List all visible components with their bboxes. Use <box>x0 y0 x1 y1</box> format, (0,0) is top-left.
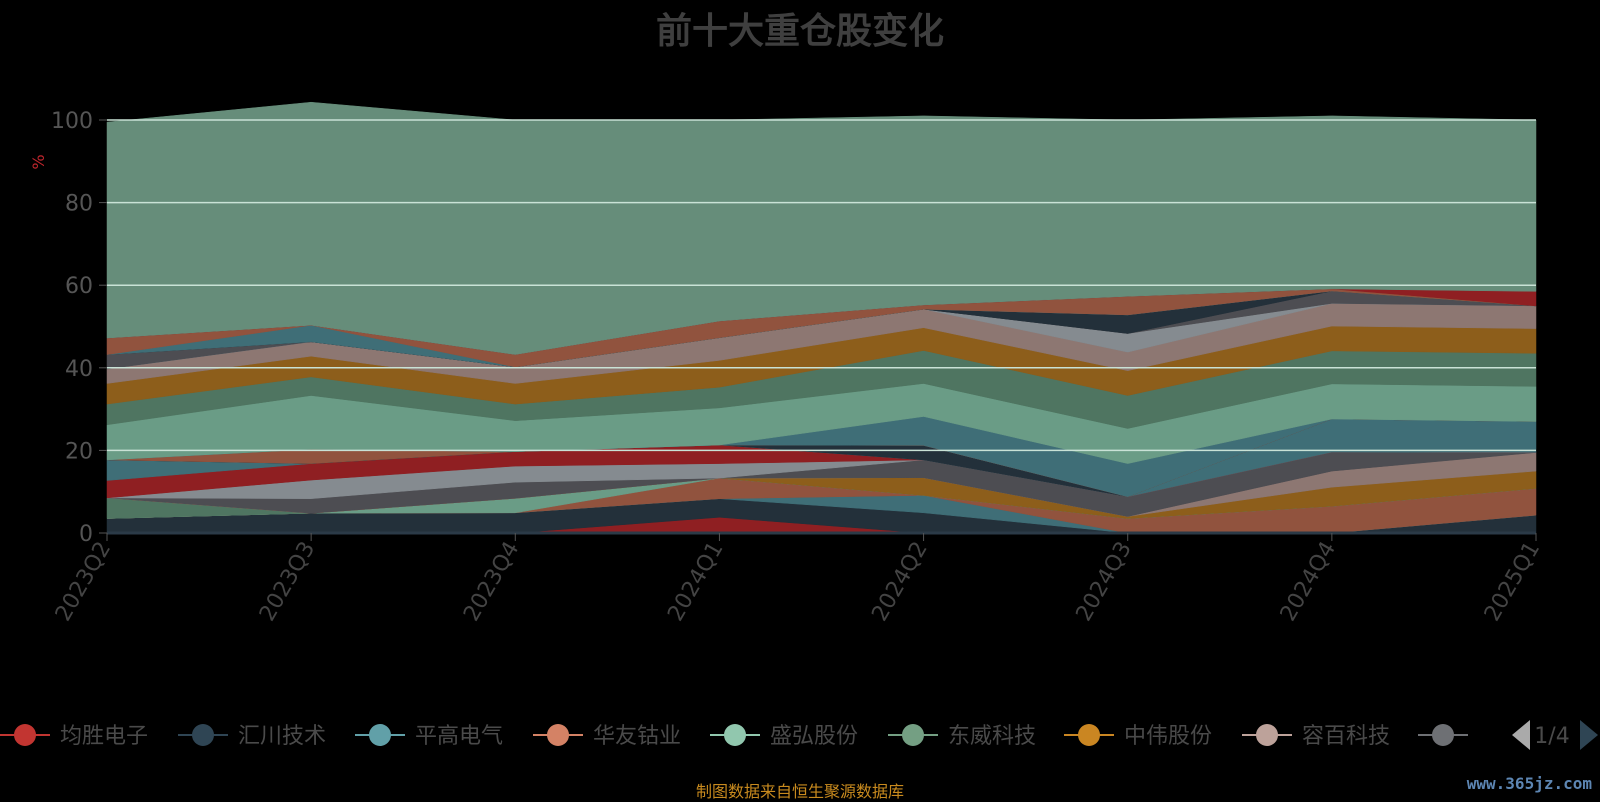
legend-label: 华友钴业 <box>593 724 681 749</box>
legend-item[interactable]: 汇川技术 <box>178 724 326 749</box>
legend-item[interactable]: 中伟股份 <box>1064 724 1212 749</box>
legend-label: 容百科技 <box>1302 724 1390 749</box>
legend-item[interactable]: 华友钴业 <box>533 724 681 749</box>
chart-title: 前十大重仓股变化 <box>655 11 944 52</box>
legend-label: 东威科技 <box>948 724 1036 749</box>
legend-item[interactable]: 盛弘股份 <box>710 724 858 749</box>
x-tick-label: 2024Q4 <box>1276 538 1341 626</box>
y-tick-label: 60 <box>65 274 93 299</box>
y-tick-label: 80 <box>65 192 93 217</box>
x-tick-label: 2023Q2 <box>51 538 116 626</box>
legend-marker <box>14 724 36 746</box>
legend-label: 盛弘股份 <box>770 724 858 749</box>
legend-item[interactable]: 东威科技 <box>888 724 1036 749</box>
x-tick-label: 2025Q1 <box>1480 538 1545 626</box>
x-tick-label: 2024Q1 <box>663 538 728 626</box>
y-tick-label: 20 <box>65 439 93 464</box>
legend-item[interactable] <box>1418 724 1468 746</box>
x-tick-label: 2024Q2 <box>867 538 932 626</box>
legend-label: 中伟股份 <box>1124 724 1212 749</box>
x-tick-label: 2023Q4 <box>459 538 524 626</box>
y-tick-label: 100 <box>51 109 93 134</box>
area-series-group <box>106 101 1537 534</box>
y-tick-label: 40 <box>65 357 93 382</box>
watermark: www.365jz.com <box>1466 774 1592 793</box>
legend-page-indicator: 1/4 <box>1534 724 1569 749</box>
legend-prev-page-icon[interactable] <box>1512 720 1530 750</box>
y-axis-label: % <box>29 154 48 169</box>
legend-marker <box>1256 724 1278 746</box>
legend-marker <box>192 724 214 746</box>
legend-item[interactable]: 均胜电子 <box>0 724 148 749</box>
data-source-note: 制图数据来自恒生聚源数据库 <box>695 782 904 801</box>
legend-marker <box>902 724 924 746</box>
legend-item[interactable]: 容百科技 <box>1242 724 1390 749</box>
legend-next-page-icon[interactable] <box>1580 720 1598 750</box>
legend-marker <box>369 724 391 746</box>
legend-item[interactable]: 平高电气 <box>355 724 503 749</box>
x-tick-label: 2024Q3 <box>1072 538 1137 626</box>
legend-marker <box>724 724 746 746</box>
y-tick-label: 0 <box>79 522 93 547</box>
legend-label: 平高电气 <box>415 724 503 749</box>
legend-label: 汇川技术 <box>238 724 326 749</box>
grid-lines <box>107 119 1536 452</box>
legend-label: 均胜电子 <box>60 724 148 749</box>
legend-marker <box>1078 724 1100 746</box>
x-tick-label: 2023Q3 <box>255 538 320 626</box>
legend[interactable]: 均胜电子 汇川技术 平高电气 华友钴业 盛弘股份 东威科技 中伟股份 容百科技 1/4 <box>0 720 1598 750</box>
legend-marker <box>1432 724 1454 746</box>
legend-marker <box>547 724 569 746</box>
